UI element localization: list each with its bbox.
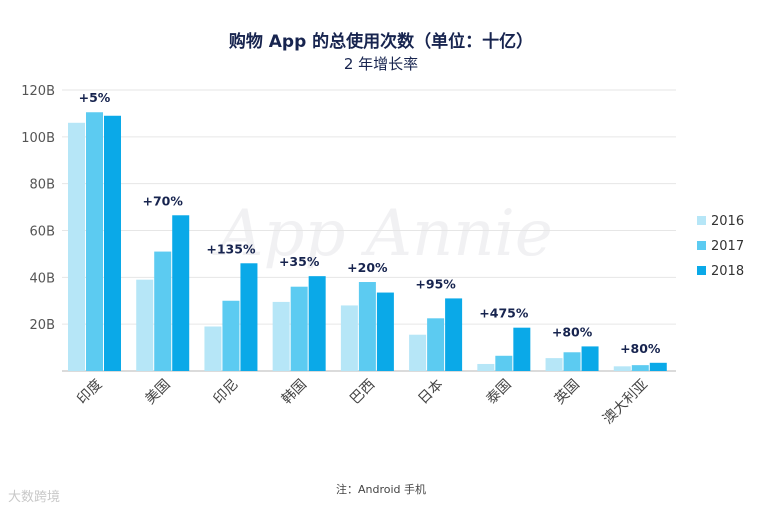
x-tick-label: 韩国 [279,377,310,408]
bar [290,286,308,371]
bar [104,115,121,371]
bar [649,362,667,371]
bar [154,251,172,371]
y-tick-label: 20B [30,318,55,333]
watermark: App Annie [212,197,553,271]
growth-label: +70% [143,193,184,208]
bar [613,366,631,371]
x-tick-label: 澳大利亚 [600,377,651,428]
growth-label: +475% [479,306,529,321]
bar [545,358,563,371]
bar [272,301,290,371]
bar [376,292,394,371]
growth-label: +35% [279,254,320,269]
bar [358,282,376,371]
bar [427,318,445,371]
legend-label: 2016 [711,214,744,229]
y-tick-label: 60B [30,225,55,240]
x-tick-label: 印尼 [211,377,242,408]
bar [68,122,85,372]
bar [513,327,531,371]
legend-swatch [697,266,706,275]
bar [340,305,358,371]
x-tick-label: 泰国 [484,377,515,408]
chart-subtitle: 2 年增长率 [343,55,419,73]
y-tick-label: 100B [21,131,55,146]
bar [308,276,326,371]
y-tick-label: 120B [21,84,55,99]
x-tick-label: 英国 [551,376,583,408]
legend-label: 2017 [711,239,744,254]
x-tick-label: 美国 [142,377,173,408]
x-tick-label: 日本 [415,377,446,408]
growth-label: +5% [79,90,111,105]
legend-swatch [697,216,706,225]
bar [495,355,513,371]
y-tick-label: 40B [30,271,55,286]
bar [222,300,240,371]
bar [581,346,599,371]
growth-label: +80% [620,341,661,356]
legend-swatch [697,241,706,250]
x-tick-label: 巴西 [347,377,378,408]
bar [172,215,190,371]
legend-label: 2018 [711,264,744,279]
bar [563,352,581,371]
bar [86,112,103,371]
bar [631,365,649,371]
footnote: 注：Android 手机 [335,483,427,496]
bar [136,279,154,371]
bar [240,263,258,371]
x-tick-label: 印度 [74,377,105,408]
bar [409,334,427,371]
growth-label: +80% [552,324,593,339]
growth-label: +135% [206,241,256,256]
growth-label: +95% [415,276,456,291]
source-logo: 大数跨境 [8,490,61,505]
growth-label: +20% [347,260,388,275]
chart-title: 购物 App 的总使用次数（单位：十亿） [228,32,534,52]
bar [204,326,222,371]
bar [445,298,463,371]
y-tick-label: 80B [30,178,55,193]
bar [477,363,495,371]
